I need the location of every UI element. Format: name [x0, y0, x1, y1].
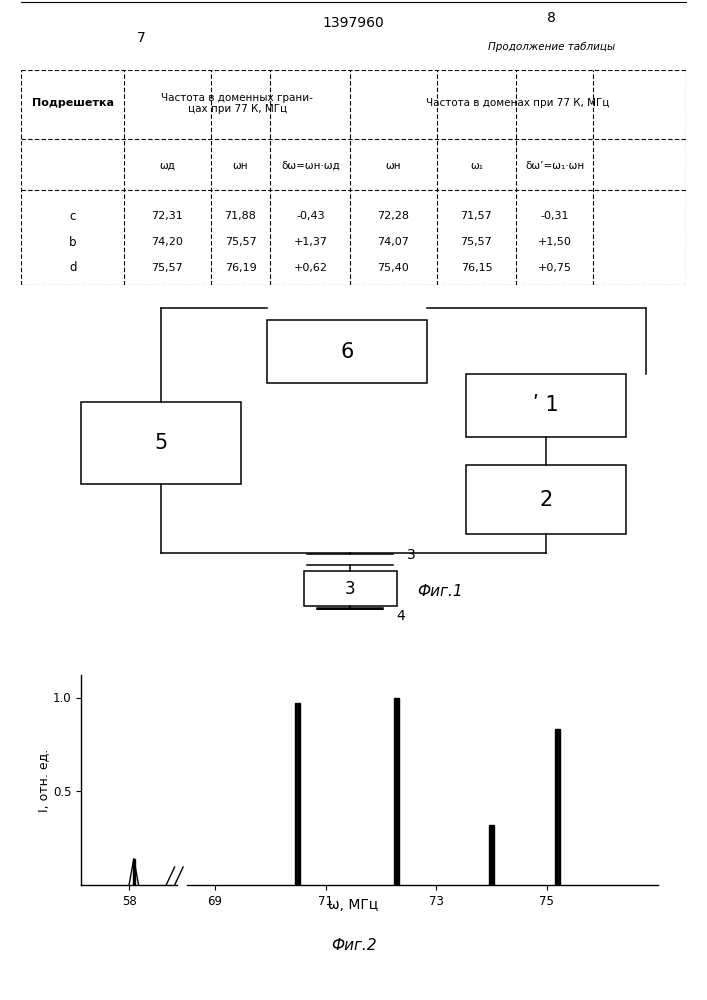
Text: ω, МГц: ω, МГц [329, 898, 378, 912]
Text: 75,40: 75,40 [378, 263, 409, 273]
Text: +0,75: +0,75 [537, 263, 571, 273]
Text: ω₁: ω₁ [470, 161, 483, 171]
Text: Продолжение таблицы: Продолжение таблицы [488, 42, 615, 52]
Bar [489, 825, 494, 885]
Text: ωн: ωн [233, 161, 248, 171]
Text: 74,20: 74,20 [151, 237, 183, 247]
Text: 74,07: 74,07 [378, 237, 409, 247]
Text: b: b [69, 235, 76, 248]
Text: Подрешетка: Подрешетка [32, 98, 114, 108]
Text: 3: 3 [345, 580, 356, 598]
Text: d: d [69, 261, 76, 274]
Bar [317, 608, 383, 625]
Text: 72,31: 72,31 [151, 211, 183, 221]
Text: +0,62: +0,62 [293, 263, 327, 273]
Bar [133, 859, 135, 885]
Bar [267, 320, 426, 383]
Text: 6: 6 [340, 342, 354, 362]
Text: 75,57: 75,57 [225, 237, 257, 247]
Bar [556, 729, 561, 885]
Text: 5: 5 [154, 433, 168, 453]
Text: 2: 2 [539, 490, 553, 510]
Text: +1,50: +1,50 [537, 237, 571, 247]
Text: c: c [69, 210, 76, 223]
Y-axis label: I, отн. ед.: I, отн. ед. [37, 748, 50, 812]
Text: Фиг.2: Фиг.2 [331, 938, 376, 952]
Text: δω=ωн·ωд: δω=ωн·ωд [281, 161, 339, 171]
Bar [296, 703, 300, 885]
Bar [467, 374, 626, 437]
Text: 75,57: 75,57 [151, 263, 183, 273]
Text: 1397960: 1397960 [322, 16, 385, 30]
Text: 71,88: 71,88 [225, 211, 257, 221]
Text: ωн: ωн [385, 161, 401, 171]
Text: Частота в доменах при 77 К, МГц: Частота в доменах при 77 К, МГц [426, 98, 609, 108]
Text: 4: 4 [397, 609, 405, 623]
Text: 75,57: 75,57 [460, 237, 492, 247]
Bar [81, 402, 240, 484]
Text: δω’=ω₁·ωн: δω’=ω₁·ωн [525, 161, 584, 171]
Text: 7: 7 [137, 31, 146, 45]
Text: ωд: ωд [160, 161, 175, 171]
Text: Фиг.1: Фиг.1 [417, 584, 462, 599]
Bar [467, 465, 626, 534]
Text: 76,15: 76,15 [461, 263, 492, 273]
Text: -0,43: -0,43 [296, 211, 325, 221]
Text: Частота в доменных грани-
цах при 77 К, МГц: Частота в доменных грани- цах при 77 К, … [161, 93, 313, 114]
Bar [394, 698, 399, 885]
Text: 3: 3 [407, 548, 416, 562]
Text: 71,57: 71,57 [460, 211, 492, 221]
Text: 76,19: 76,19 [225, 263, 257, 273]
Text: -0,31: -0,31 [540, 211, 569, 221]
Text: 72,28: 72,28 [378, 211, 409, 221]
Text: ʹ 1: ʹ 1 [533, 395, 559, 415]
Text: 8: 8 [547, 11, 556, 25]
Bar [303, 571, 397, 606]
Text: +1,37: +1,37 [293, 237, 327, 247]
